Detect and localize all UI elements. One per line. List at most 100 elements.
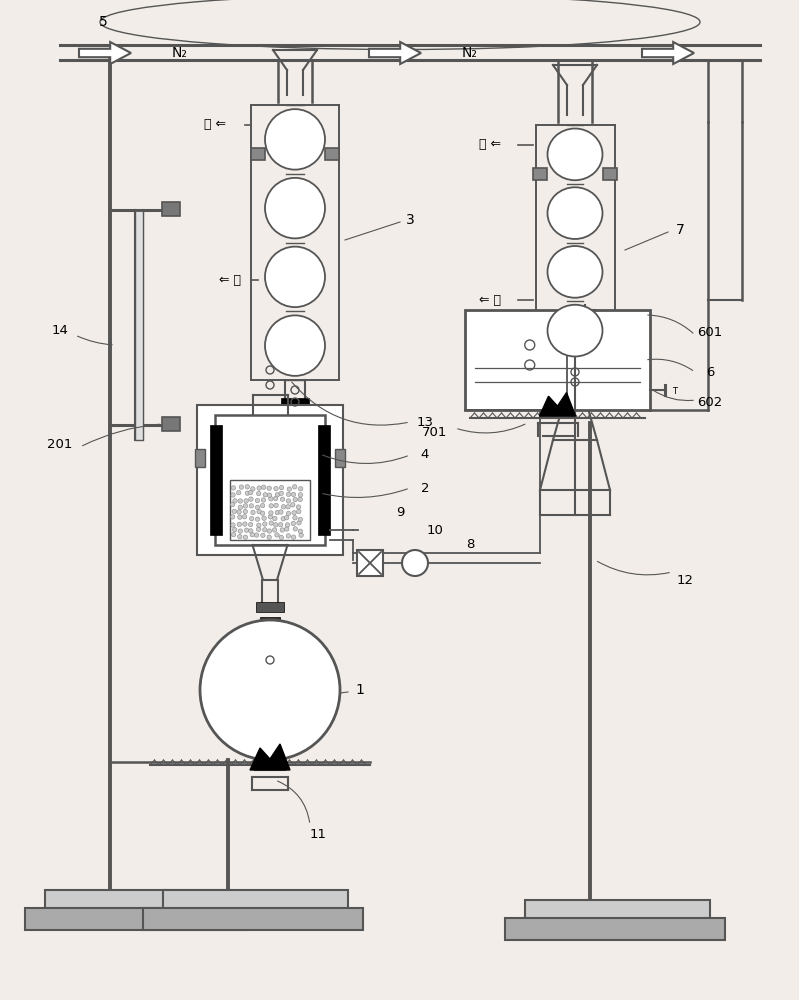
Bar — [230, 480, 310, 540]
Text: T: T — [673, 387, 678, 396]
Bar — [357, 550, 383, 576]
Circle shape — [298, 493, 303, 497]
Circle shape — [249, 504, 253, 508]
Circle shape — [238, 505, 242, 510]
Bar — [195, 449, 205, 467]
Circle shape — [242, 515, 247, 519]
Circle shape — [237, 534, 242, 539]
Circle shape — [274, 486, 278, 491]
Circle shape — [230, 515, 235, 519]
Circle shape — [296, 521, 301, 525]
Circle shape — [279, 510, 283, 514]
Circle shape — [243, 509, 248, 514]
Circle shape — [230, 502, 235, 507]
Bar — [215, 415, 325, 545]
Text: 5: 5 — [98, 15, 107, 29]
Circle shape — [254, 533, 259, 537]
Circle shape — [296, 509, 301, 514]
Circle shape — [244, 528, 248, 532]
Circle shape — [237, 490, 240, 495]
Circle shape — [275, 510, 280, 515]
Circle shape — [285, 523, 290, 527]
Text: 8: 8 — [466, 538, 474, 552]
Circle shape — [238, 499, 243, 503]
Circle shape — [237, 510, 241, 514]
Text: 11: 11 — [309, 828, 327, 842]
Circle shape — [200, 620, 340, 760]
Circle shape — [275, 493, 280, 497]
Circle shape — [292, 511, 296, 515]
Circle shape — [255, 498, 260, 503]
Circle shape — [231, 486, 236, 490]
Circle shape — [299, 533, 304, 537]
Circle shape — [274, 503, 278, 508]
Bar — [318, 425, 330, 535]
Ellipse shape — [265, 247, 325, 307]
Circle shape — [298, 497, 302, 502]
Circle shape — [248, 490, 253, 495]
Circle shape — [249, 516, 254, 521]
Bar — [143, 908, 363, 930]
Bar — [335, 449, 345, 467]
Text: ⇐ 水: ⇐ 水 — [479, 294, 501, 306]
Circle shape — [291, 503, 295, 507]
Ellipse shape — [265, 178, 325, 238]
Text: 6: 6 — [706, 365, 714, 378]
Circle shape — [248, 529, 253, 533]
Circle shape — [296, 505, 300, 509]
Bar — [281, 398, 309, 410]
Ellipse shape — [265, 109, 325, 170]
Circle shape — [272, 516, 277, 521]
Text: 201: 201 — [47, 438, 73, 452]
Circle shape — [260, 533, 265, 538]
Bar — [465, 310, 650, 410]
Text: 2: 2 — [421, 482, 429, 494]
Circle shape — [267, 486, 272, 490]
Circle shape — [233, 499, 237, 503]
Bar — [45, 890, 230, 910]
Circle shape — [260, 511, 264, 515]
Circle shape — [263, 493, 268, 497]
Circle shape — [232, 509, 237, 514]
Circle shape — [244, 499, 248, 503]
Circle shape — [284, 527, 289, 531]
Circle shape — [256, 491, 261, 496]
Text: 1: 1 — [356, 683, 364, 697]
Ellipse shape — [547, 246, 602, 298]
Circle shape — [272, 528, 276, 532]
Circle shape — [287, 487, 292, 491]
Circle shape — [250, 533, 255, 537]
Bar — [210, 425, 222, 535]
Circle shape — [273, 496, 278, 501]
Bar — [162, 417, 180, 431]
Bar — [325, 148, 339, 160]
Circle shape — [279, 491, 284, 496]
Circle shape — [267, 493, 272, 497]
Bar — [135, 210, 143, 440]
Circle shape — [298, 529, 303, 533]
Polygon shape — [642, 42, 694, 64]
Circle shape — [284, 516, 288, 520]
Circle shape — [257, 509, 261, 514]
Circle shape — [269, 521, 273, 525]
Circle shape — [269, 504, 273, 508]
Circle shape — [256, 523, 261, 527]
Polygon shape — [539, 393, 575, 416]
Circle shape — [280, 485, 284, 490]
Polygon shape — [250, 744, 290, 770]
Circle shape — [281, 505, 286, 509]
Circle shape — [292, 516, 297, 520]
Text: 14: 14 — [52, 324, 69, 336]
Circle shape — [293, 527, 297, 531]
Circle shape — [243, 504, 248, 508]
Circle shape — [273, 523, 278, 527]
Text: 12: 12 — [677, 574, 694, 586]
Circle shape — [261, 498, 265, 502]
Circle shape — [262, 516, 266, 520]
Circle shape — [237, 522, 241, 527]
Circle shape — [275, 533, 279, 537]
Circle shape — [280, 497, 284, 501]
Text: 4: 4 — [421, 448, 429, 462]
Circle shape — [279, 535, 284, 540]
Circle shape — [268, 497, 273, 501]
